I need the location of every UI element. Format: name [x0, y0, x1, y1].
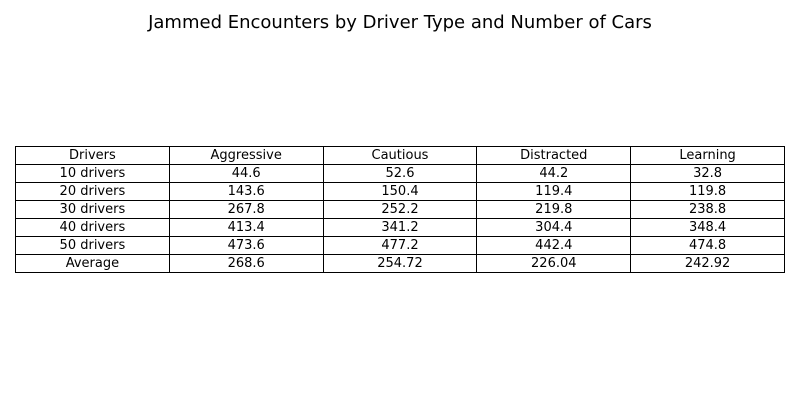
- table-cell: 341.2: [322, 218, 478, 237]
- table-cell: 44.6: [168, 164, 324, 183]
- table-cell: 477.2: [322, 236, 478, 255]
- table-cell: 52.6: [322, 164, 478, 183]
- column-header: Aggressive: [168, 146, 324, 165]
- table-row-average: Average 268.6 254.72 226.04 242.92: [15, 254, 785, 273]
- table-cell: 473.6: [168, 236, 324, 255]
- table-row: 20 drivers 143.6 150.4 119.4 119.8: [15, 182, 785, 201]
- table-header-row: Drivers Aggressive Cautious Distracted L…: [15, 146, 785, 165]
- table-cell: 10 drivers: [15, 164, 170, 183]
- table-cell: 44.2: [476, 164, 632, 183]
- table-row: 40 drivers 413.4 341.2 304.4 348.4: [15, 218, 785, 237]
- table-row: 50 drivers 473.6 477.2 442.4 474.8: [15, 236, 785, 255]
- table-cell: 242.92: [630, 254, 785, 273]
- table-cell: 20 drivers: [15, 182, 170, 201]
- table-cell: 442.4: [476, 236, 632, 255]
- column-header: Learning: [630, 146, 785, 165]
- table-cell: 119.4: [476, 182, 632, 201]
- table-cell: 304.4: [476, 218, 632, 237]
- table-cell: 254.72: [322, 254, 478, 273]
- table-cell: 267.8: [168, 200, 324, 219]
- table-cell: 50 drivers: [15, 236, 170, 255]
- table-cell: 32.8: [630, 164, 785, 183]
- table-cell: 474.8: [630, 236, 785, 255]
- table-cell: 268.6: [168, 254, 324, 273]
- table-cell: 219.8: [476, 200, 632, 219]
- table-cell: 30 drivers: [15, 200, 170, 219]
- chart-title: Jammed Encounters by Driver Type and Num…: [148, 12, 652, 33]
- table-cell: 348.4: [630, 218, 785, 237]
- table-cell: 150.4: [322, 182, 478, 201]
- data-table: Drivers Aggressive Cautious Distracted L…: [15, 146, 785, 273]
- table-cell: 226.04: [476, 254, 632, 273]
- table-cell: 119.8: [630, 182, 785, 201]
- table-cell: 40 drivers: [15, 218, 170, 237]
- column-header: Distracted: [476, 146, 632, 165]
- table-cell: 143.6: [168, 182, 324, 201]
- table-row: 30 drivers 267.8 252.2 219.8 238.8: [15, 200, 785, 219]
- table-cell: 252.2: [322, 200, 478, 219]
- table-cell: 238.8: [630, 200, 785, 219]
- table-cell: Average: [15, 254, 170, 273]
- column-header: Drivers: [15, 146, 170, 165]
- column-header: Cautious: [322, 146, 478, 165]
- table-cell: 413.4: [168, 218, 324, 237]
- table-row: 10 drivers 44.6 52.6 44.2 32.8: [15, 164, 785, 183]
